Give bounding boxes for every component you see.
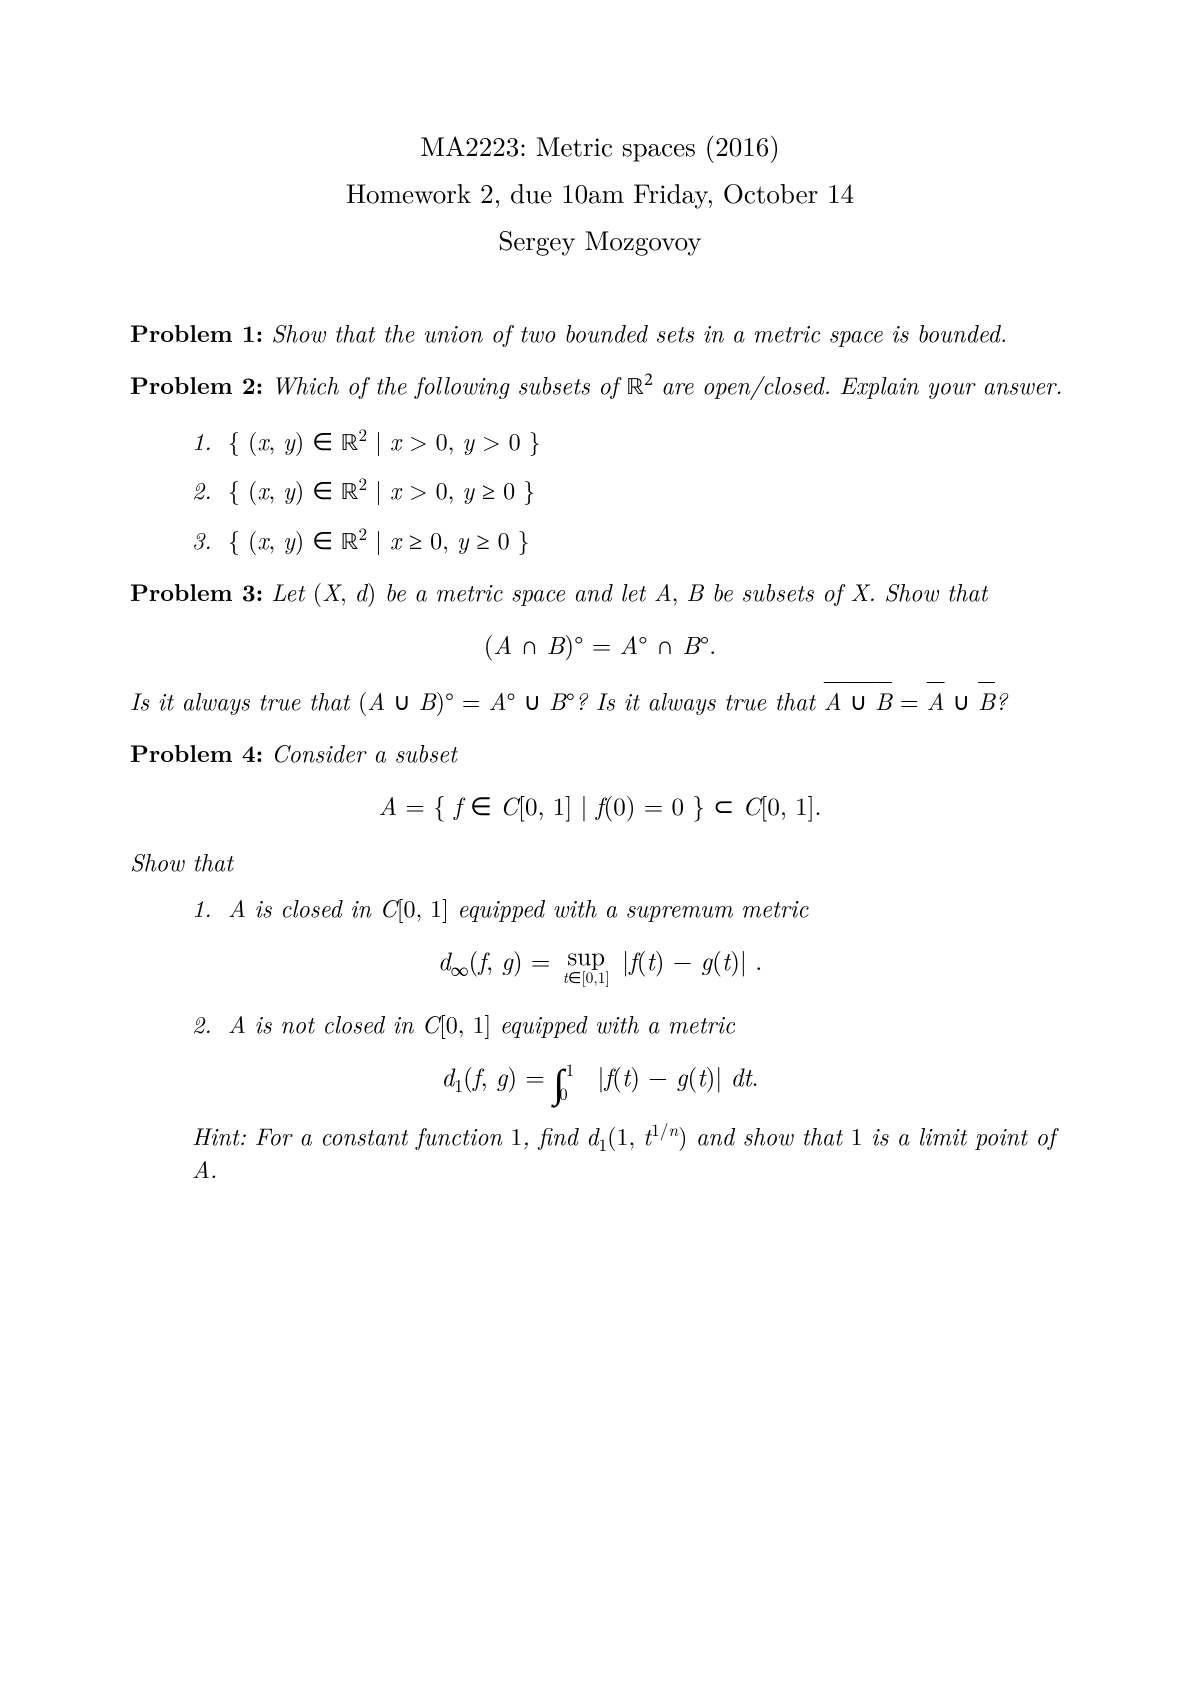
- list-item: 1. A is closed in C[0, 1] equipped with …: [192, 891, 1070, 925]
- problem-label: Problem 1:: [130, 316, 263, 350]
- document-header: MA2223: Metric spaces (2016) Homework 2,…: [130, 124, 1070, 262]
- list-item: 2. { (x, y) ∈ ℝ2 | x > 0, y ≥ 0 }: [192, 473, 1070, 511]
- problem-text: Let: [271, 574, 312, 608]
- integral-symbol: ∫10: [553, 1065, 564, 1097]
- sup-operator: sup t∈[0,1]: [563, 943, 610, 986]
- problem-label: Problem 3:: [130, 575, 263, 609]
- problem-text-suffix: are open/closed. Explain your answer.: [653, 367, 1063, 401]
- list-item: 3. { (x, y) ∈ ℝ2 | x ≥ 0, y ≥ 0 }: [192, 523, 1070, 561]
- equation-interior-intersection: (A ∩ B)° = A° ∩ B°.: [130, 627, 1070, 662]
- equation-d-infty: d∞(f, g) = sup t∈[0,1] |f(t) − g(t)| .: [130, 943, 1070, 986]
- closure-AuB: A ∪ B: [824, 683, 892, 717]
- problem-text-prefix: Which of the following subsets of: [271, 367, 626, 401]
- hint: Hint: For a constant function 1, find d1…: [192, 1119, 1070, 1186]
- course-title: MA2223: Metric spaces (2016): [130, 124, 1070, 167]
- author-name: Sergey Mozgovoy: [130, 218, 1070, 261]
- item-math: { (x, y) ∈ ℝ2 | x > 0, y > 0 }: [228, 424, 541, 462]
- item-number: 2.: [192, 1007, 228, 1041]
- closure-A: A: [927, 683, 945, 717]
- sup-subscript: t∈[0,1]: [563, 970, 610, 986]
- item-number: 3.: [192, 523, 228, 557]
- problem-3: Problem 3: Let (X, d) be a metric space …: [130, 575, 1070, 610]
- page-content: MA2223: Metric spaces (2016) Homework 2,…: [0, 0, 1200, 1186]
- problem-label: Problem 4:: [130, 736, 263, 770]
- closure-B: B: [978, 683, 995, 717]
- int-ub: 1: [566, 1063, 574, 1076]
- item-math: { (x, y) ∈ ℝ2 | x > 0, y ≥ 0 }: [228, 473, 535, 511]
- int-lb: 0: [559, 1087, 567, 1100]
- item-number: 2.: [192, 473, 228, 507]
- list-item: 2. A is not closed in C[0, 1] equipped w…: [192, 1007, 1070, 1041]
- item-body: A is not closed in C[0, 1] equipped with…: [228, 1007, 735, 1041]
- list-item: 1. { (x, y) ∈ ℝ2 | x > 0, y > 0 }: [192, 424, 1070, 462]
- equation-d1: d1(f, g) = ∫10 |f(t) − g(t)| dt.: [130, 1059, 1070, 1097]
- problem-2-list: 1. { (x, y) ∈ ℝ2 | x > 0, y > 0 } 2. { (…: [130, 424, 1070, 561]
- problem-4-list: 1. A is closed in C[0, 1] equipped with …: [130, 891, 1070, 925]
- assignment-title: Homework 2, due 10am Friday, October 14: [130, 171, 1070, 214]
- equation-set-A: A = { f ∈ C[0, 1] | f(0) = 0 } ⊂ C[0, 1]…: [130, 788, 1070, 823]
- hint-label: Hint:: [192, 1118, 246, 1152]
- problem-text: Consider a subset: [271, 735, 457, 769]
- problem-2: Problem 2: Which of the following subset…: [130, 368, 1070, 406]
- problem-label: Problem 2:: [130, 368, 263, 402]
- problem-text: Show that the union of two bounded sets …: [271, 315, 1007, 349]
- item-number: 1.: [192, 891, 228, 925]
- problem-3-questions: Is it always true that (A ∪ B)° = A° ∪ B…: [130, 684, 1070, 718]
- problem-4: Problem 4: Consider a subset: [130, 736, 1070, 771]
- math-R2: ℝ2: [627, 376, 653, 400]
- q-end: ?: [995, 683, 1007, 717]
- hint-text: For a constant function: [255, 1118, 511, 1152]
- item-math: { (x, y) ∈ ℝ2 | x ≥ 0, y ≥ 0 }: [228, 523, 530, 561]
- item-number: 1.: [192, 424, 228, 458]
- problem-1: Problem 1: Show that the union of two bo…: [130, 316, 1070, 351]
- item-body: A is closed in C[0, 1] equipped with a s…: [228, 891, 808, 925]
- show-that: Show that: [130, 845, 1070, 879]
- problem-4-list-2: 2. A is not closed in C[0, 1] equipped w…: [130, 1007, 1070, 1041]
- q-text: Is it always true that: [130, 683, 358, 717]
- q-mid: ? Is it always true that: [575, 683, 824, 717]
